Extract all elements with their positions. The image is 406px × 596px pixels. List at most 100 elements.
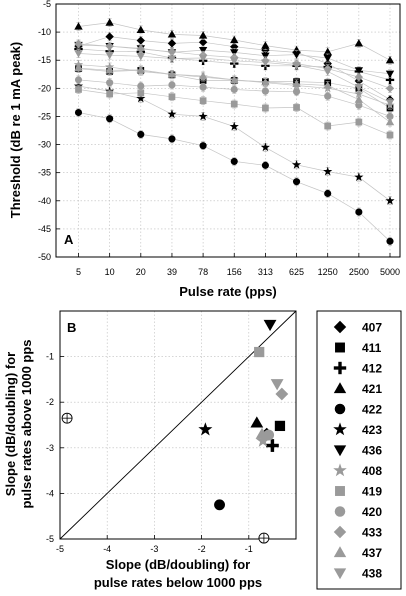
data-point-421 [105, 18, 114, 26]
data-point-437 [292, 79, 301, 87]
legend-entry-422: 422 [334, 403, 382, 417]
data-point-437 [74, 63, 83, 72]
data-point-421 [230, 35, 239, 44]
panel-a-label: A [64, 232, 74, 247]
series-421 [74, 18, 395, 65]
data-point-422 [74, 108, 83, 117]
panel-a-y-tick-label: -50 [38, 252, 51, 262]
panel-a-x-tick-label: 39 [167, 267, 177, 277]
data-point-407 [105, 32, 114, 41]
offscale-y-marker [258, 532, 270, 544]
data-point-419 [262, 104, 269, 112]
panel-b-y-tick-label: -2 [46, 397, 54, 407]
panel-b-x-tick-label: -2 [198, 544, 206, 554]
panel-a-x-tick-label: 78 [198, 267, 208, 277]
legend-label: 422 [362, 403, 382, 417]
data-point-437 [261, 77, 270, 86]
panel-a-y-tick-label: -40 [38, 196, 51, 206]
data-point-423 [354, 172, 364, 182]
data-point-438 [261, 59, 270, 67]
data-point-438 [323, 68, 332, 76]
data-point-438 [105, 52, 114, 60]
legend-marker-412 [333, 361, 347, 375]
legend-label: 433 [362, 526, 382, 540]
data-point-421 [323, 47, 332, 55]
panel-b-x-axis-title-line-2: pulse rates below 1000 pps [94, 575, 262, 590]
panel-a-y-ticks: -5 -10 -15 -20 -25 -30 -35 -40 -45 -50 [38, 0, 60, 262]
point-421 [250, 416, 264, 428]
panel-b-chart: -1 -2 -3 -4 -5 -5 -4 -3 -2 -1 B Slope (dB/doubli… [3, 310, 297, 590]
data-point-438 [354, 84, 364, 92]
data-point-421 [261, 41, 270, 49]
legend-entry-408: 408 [333, 463, 382, 478]
data-point-420 [324, 92, 332, 100]
legend-entry-419: 419 [335, 485, 382, 499]
data-point-436 [292, 51, 301, 59]
panel-a-x-axis-title: Pulse rate (pps) [179, 284, 277, 299]
legend-marker-420 [334, 506, 346, 517]
data-point-438 [230, 57, 239, 65]
data-point-423 [167, 109, 177, 119]
legend-label: 437 [362, 546, 382, 560]
data-point-437 [230, 75, 239, 84]
legend-label: 408 [362, 464, 382, 478]
data-point-420 [261, 87, 269, 95]
legend-entry-436: 436 [333, 444, 382, 458]
panel-a-y-tick-label: -30 [38, 140, 51, 150]
data-point-420 [74, 76, 83, 84]
panel-b-x-tick-label: -3 [150, 544, 158, 554]
legend-label: 423 [362, 423, 382, 437]
data-point-419 [386, 131, 394, 139]
panel-a-x-tick-label: 625 [289, 267, 304, 277]
panel-b-y-tick-label: -5 [46, 534, 54, 544]
data-point-437 [167, 70, 177, 78]
legend-label: 412 [362, 362, 382, 376]
legend-marker-422 [334, 403, 346, 415]
legend-marker-433 [333, 525, 347, 539]
data-point-437 [354, 95, 364, 103]
point-419 [254, 346, 265, 358]
panel-a-x-tick-label: 5 [76, 267, 81, 277]
data-point-433 [167, 47, 177, 56]
legend-entry-407: 407 [333, 321, 382, 335]
point-433 [275, 387, 289, 401]
data-point-433 [105, 41, 114, 51]
panel-a-x-tick-label: 1250 [318, 267, 338, 277]
legend-marker-438 [333, 568, 347, 580]
panel-a-y-tick-label: -45 [38, 224, 51, 234]
data-point-423 [229, 121, 239, 131]
data-point-437 [385, 117, 395, 126]
data-point-419 [106, 90, 114, 98]
legend-label: 420 [362, 505, 382, 519]
point-436 [263, 319, 277, 332]
series-422 [74, 108, 394, 246]
panel-a-x-ticks: 5 10 20 39 78 156 313 625 1250 2500 5000 [76, 253, 400, 277]
data-point-419 [230, 100, 238, 108]
data-point-438 [136, 53, 145, 61]
data-point-423 [260, 142, 270, 152]
series-419 [75, 85, 394, 140]
panel-b-y-ticks: -1 -2 -3 -4 -5 [46, 352, 64, 544]
series-438 [74, 49, 395, 107]
panel-b-points [198, 319, 289, 511]
panel-a-x-tick-label: 313 [258, 267, 273, 277]
data-point-436 [230, 49, 239, 57]
panel-b-x-tick-label: -4 [103, 544, 111, 554]
data-point-420 [230, 85, 238, 94]
data-point-433 [136, 44, 145, 54]
data-point-420 [292, 88, 301, 96]
panel-b-y-tick-label: -1 [46, 352, 54, 362]
panel-a-y-tick-label: -25 [38, 111, 51, 121]
data-point-423 [385, 195, 395, 205]
data-point-421 [354, 39, 364, 47]
data-point-436 [323, 54, 332, 63]
data-point-438 [292, 62, 301, 70]
legend-label: 407 [362, 321, 382, 335]
data-point-437 [105, 66, 114, 74]
legend-entry-412: 412 [333, 361, 382, 376]
data-point-421 [167, 30, 177, 38]
data-point-437 [198, 71, 208, 80]
point-423 [198, 422, 213, 436]
point-411 [274, 420, 286, 432]
